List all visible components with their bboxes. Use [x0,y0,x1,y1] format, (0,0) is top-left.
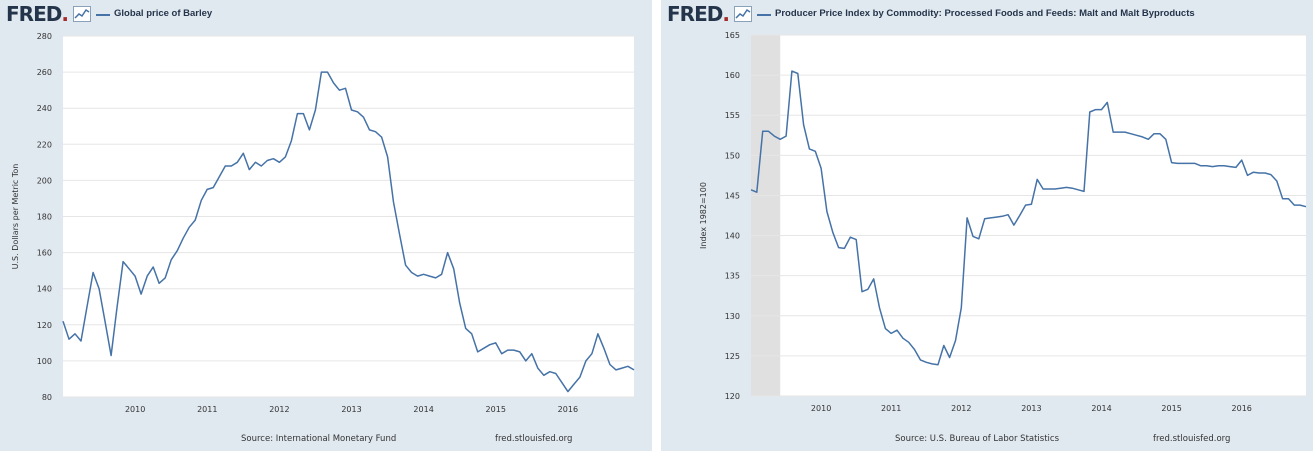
y-tick-label: 180 [37,213,52,222]
y-tick-label: 155 [725,111,740,120]
chart-title: Producer Price Index by Commodity: Proce… [775,8,1195,19]
x-tick-label: 2010 [811,404,831,413]
x-tick-label: 2014 [1091,404,1111,413]
series-line[interactable] [750,70,1307,366]
y-tick-label: 120 [37,321,52,330]
panel-header: FRED. Global price of Barley [6,3,652,25]
x-tick-label: 2015 [1161,404,1181,413]
y-tick-label: 135 [725,272,740,281]
x-tick-label: 2011 [197,405,217,414]
x-tick-label: 2016 [558,405,578,414]
y-tick-label: 140 [725,232,740,241]
y-tick-label: 160 [725,71,740,80]
chart-line-icon [73,6,91,22]
y-tick-label: 125 [725,352,740,361]
series-line[interactable] [62,71,635,393]
y-axis-title: Index 1982=100 [699,182,708,249]
fred-logo-text: FRED [6,2,62,26]
y-tick-label: 80 [42,393,52,402]
y-tick-label: 200 [37,176,52,185]
y-tick-label: 145 [725,191,740,200]
recession-shade [751,35,781,396]
x-tick-label: 2016 [1232,404,1252,413]
y-tick-label: 100 [37,357,52,366]
site-link[interactable]: fred.stlouisfed.org [1153,434,1231,444]
x-tick-label: 2011 [881,404,901,413]
y-axis-title: U.S. Dollars per Metric Ton [11,164,20,270]
source-note: Source: International Monetary Fund [241,434,397,444]
y-tick-label: 120 [725,392,740,401]
x-tick-label: 2013 [341,405,361,414]
y-tick-label: 160 [37,249,52,258]
line-chart: 120 125 130 135 140 145 150 155 160 165 2010 2011 20… [699,31,1307,413]
y-tick-label: 130 [725,312,740,321]
chart-title: Global price of Barley [114,8,213,19]
y-tick-label: 280 [37,32,52,41]
chart-line-icon [734,6,752,22]
x-tick-label: 2014 [413,405,433,414]
chart-panel-barley: FRED. Global price of Barley 80 100 120 140… [0,0,652,451]
y-tick-label: 220 [37,140,52,149]
x-tick-label: 2010 [125,405,145,414]
fred-logo[interactable]: FRED. [667,2,730,26]
chart-panel-malt-ppi: FRED. Producer Price Index by Commodity:… [661,0,1313,451]
site-link[interactable]: fred.stlouisfed.org [495,434,573,444]
x-tick-label: 2013 [1021,404,1041,413]
fred-logo[interactable]: FRED. [6,2,69,26]
legend-swatch [757,14,771,16]
panel-header: FRED. Producer Price Index by Commodity:… [667,3,1313,25]
y-tick-label: 260 [37,68,52,77]
y-tick-label: 150 [725,151,740,160]
y-tick-label: 140 [37,285,52,294]
fred-logo-text: FRED [667,2,723,26]
x-tick-label: 2012 [269,405,289,414]
x-tick-label: 2015 [486,405,506,414]
y-tick-label: 165 [725,31,740,40]
plot-area [751,35,1306,396]
x-tick-label: 2012 [951,404,971,413]
line-chart: 80 100 120 140 160 180 200 220 240 260 280 2010 2011… [11,32,635,414]
y-tick-label: 240 [37,104,52,113]
legend-swatch [96,14,110,16]
source-note: Source: U.S. Bureau of Labor Statistics [895,434,1060,444]
